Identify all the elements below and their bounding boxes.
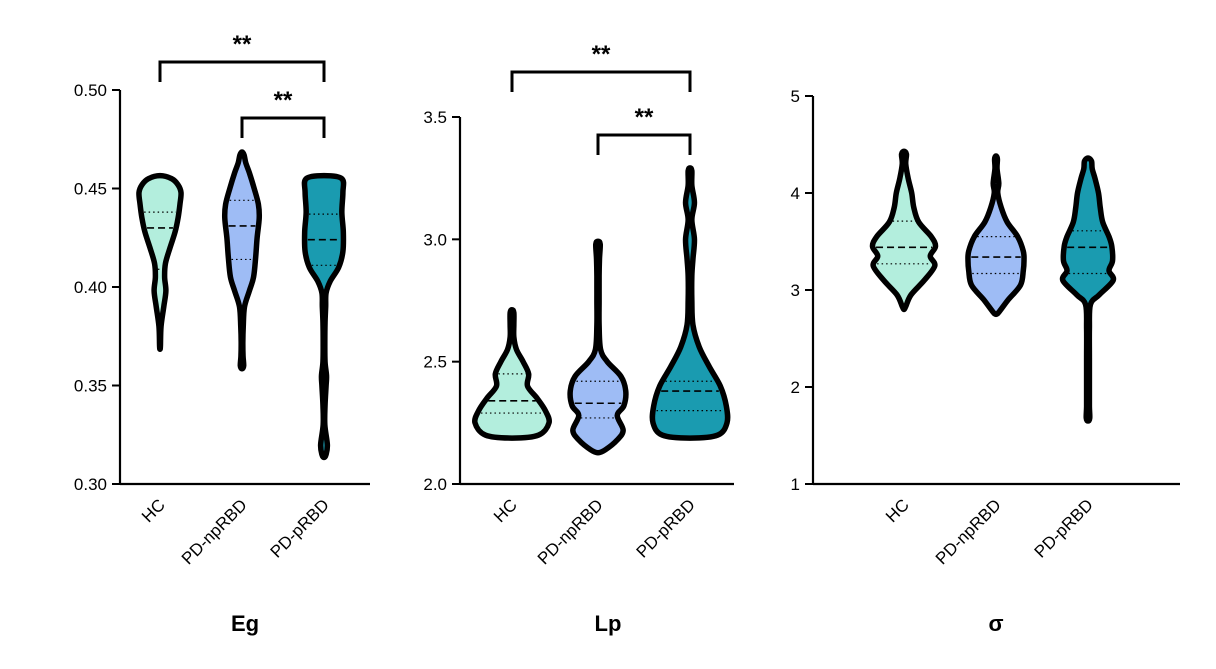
category-label: PD-npRBD bbox=[534, 495, 607, 568]
y-tick-label: 3.0 bbox=[423, 230, 447, 249]
y-tick-label: 4 bbox=[791, 184, 800, 203]
violin-PD-npRBD bbox=[965, 153, 1027, 318]
violin-PD-pRBD bbox=[649, 165, 731, 441]
significance-bracket bbox=[158, 60, 326, 82]
panel-title: Eg bbox=[231, 611, 259, 636]
panel-sigma: 1 2 3 4 5 HC PD-npRBD PD-pRBD σ bbox=[791, 87, 1180, 636]
panel-title: Lp bbox=[595, 611, 622, 636]
panel-title: σ bbox=[988, 611, 1003, 636]
y-tick-label: 2.5 bbox=[423, 353, 447, 372]
violin-HC bbox=[869, 148, 939, 313]
category-label: PD-pRBD bbox=[633, 495, 699, 561]
category-label: PD-npRBD bbox=[932, 495, 1005, 568]
significance-label: ** bbox=[274, 87, 293, 114]
significance-bracket bbox=[240, 116, 326, 138]
violin-PD-pRBD bbox=[1059, 155, 1117, 424]
y-tick-label: 0.35 bbox=[74, 377, 107, 396]
panel-lp: 2.0 2.5 3.0 3.5 HC PD-npRBD PD-pRBD Lp ** ** bbox=[423, 41, 734, 636]
category-label: HC bbox=[882, 495, 913, 526]
category-label: HC bbox=[490, 495, 521, 526]
y-tick-label: 3 bbox=[791, 281, 800, 300]
y-tick-label: 2.0 bbox=[423, 475, 447, 494]
significance-label: ** bbox=[592, 41, 611, 68]
y-tick-label: 0.50 bbox=[74, 81, 107, 100]
significance-bracket bbox=[510, 70, 692, 92]
y-tick-label: 0.40 bbox=[74, 278, 107, 297]
significance-bracket bbox=[596, 133, 692, 155]
y-tick-label: 3.5 bbox=[423, 108, 447, 127]
y-tick-label: 0.45 bbox=[74, 180, 107, 199]
category-label: PD-npRBD bbox=[178, 495, 251, 568]
y-tick-label: 5 bbox=[791, 87, 800, 106]
y-tick-label: 0.30 bbox=[74, 475, 107, 494]
category-label: PD-pRBD bbox=[267, 495, 333, 561]
violin-PD-npRBD bbox=[221, 149, 263, 372]
significance-label: ** bbox=[635, 104, 654, 131]
y-tick-label: 2 bbox=[791, 378, 800, 397]
category-label: PD-pRBD bbox=[1031, 495, 1097, 561]
category-label: HC bbox=[138, 495, 169, 526]
y-tick-label: 1 bbox=[791, 475, 800, 494]
violin-PD-npRBD bbox=[567, 238, 629, 456]
significance-label: ** bbox=[233, 31, 252, 58]
panel-eg: 0.30 0.35 0.40 0.45 0.50 HC PD-npRBD PD-pRBD Eg *… bbox=[74, 31, 370, 636]
violin-HC bbox=[136, 172, 184, 352]
violin-PD-pRBD bbox=[301, 172, 347, 461]
